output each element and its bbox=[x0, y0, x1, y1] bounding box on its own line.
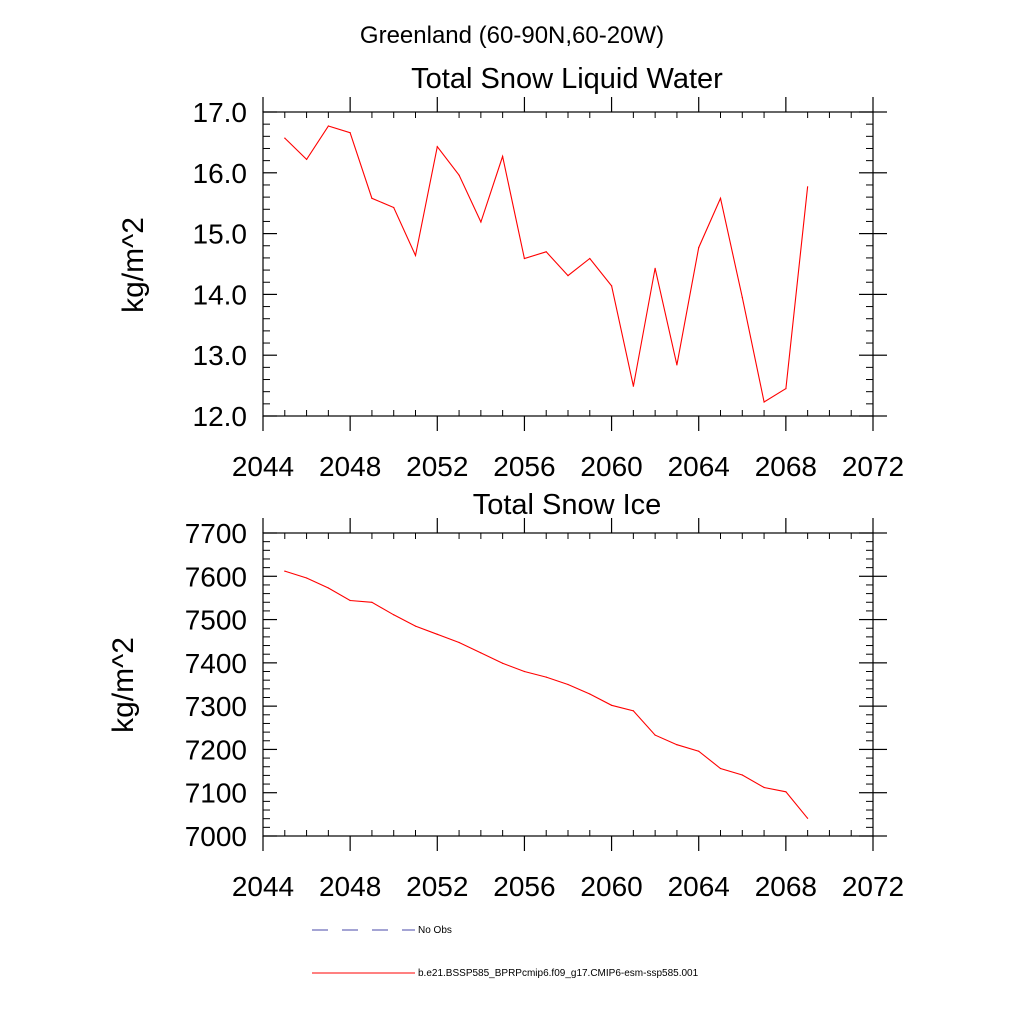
data-point bbox=[414, 254, 417, 257]
x-tick-label: 2052 bbox=[406, 451, 468, 482]
data-point bbox=[458, 174, 460, 176]
panel-snow-ice: Total Snow Ice kg/m^2 2044 2048 2052 2056 20… bbox=[107, 489, 904, 902]
y-tick-label: 17.0 bbox=[193, 97, 248, 128]
data-point bbox=[698, 247, 700, 249]
data-point bbox=[676, 364, 678, 366]
x-tick-label: 2044 bbox=[232, 871, 294, 902]
chart-title: Total Snow Ice bbox=[473, 489, 662, 521]
data-point bbox=[654, 267, 656, 269]
x-tick-label: 2044 bbox=[232, 451, 294, 482]
y-axis-label: kg/m^2 bbox=[117, 217, 150, 313]
y-tick-label: 14.0 bbox=[193, 279, 248, 310]
x-tick-label: 2052 bbox=[406, 871, 468, 902]
data-point bbox=[741, 296, 743, 298]
x-tick-label: 2048 bbox=[319, 451, 381, 482]
data-point bbox=[654, 734, 656, 736]
legend-label-model: b.e21.BSSP585_BPRPcmip6.f09_g17.CMIP6-es… bbox=[418, 968, 699, 979]
data-point bbox=[589, 693, 591, 695]
data-point bbox=[349, 132, 351, 134]
data-point bbox=[719, 767, 722, 770]
data-point bbox=[807, 817, 809, 819]
data-point bbox=[284, 570, 286, 572]
x-tick-label: 2072 bbox=[842, 451, 904, 482]
data-point bbox=[785, 791, 787, 793]
data-point bbox=[436, 633, 438, 635]
data-point bbox=[545, 251, 547, 253]
x-tick-label: 2056 bbox=[493, 451, 555, 482]
y-tick-label: 12.0 bbox=[193, 401, 248, 432]
data-point bbox=[502, 155, 504, 157]
y-tick-label: 7600 bbox=[185, 561, 247, 592]
data-point bbox=[523, 670, 526, 673]
x-tick-label: 2072 bbox=[842, 871, 904, 902]
legend: No Obs b.e21.BSSP585_BPRPcmip6.f09_g17.C… bbox=[312, 925, 699, 979]
data-point bbox=[523, 257, 526, 260]
data-point bbox=[698, 750, 700, 752]
y-axis-label: kg/m^2 bbox=[107, 637, 140, 733]
y-tick-label: 7300 bbox=[185, 691, 247, 722]
data-point bbox=[676, 744, 678, 746]
x-tick-label: 2064 bbox=[668, 451, 730, 482]
data-point bbox=[741, 774, 743, 776]
data-point bbox=[545, 676, 547, 678]
y-tick-label: 13.0 bbox=[193, 340, 248, 371]
x-tick-label: 2064 bbox=[668, 871, 730, 902]
data-point bbox=[632, 385, 635, 387]
data-point bbox=[393, 614, 395, 616]
y-tick-label: 7200 bbox=[185, 734, 247, 765]
data-point bbox=[807, 186, 809, 188]
data-point bbox=[589, 257, 591, 260]
data-point bbox=[327, 587, 329, 589]
data-point bbox=[371, 601, 373, 603]
data-point bbox=[414, 625, 417, 627]
x-tick-label: 2060 bbox=[580, 451, 642, 482]
data-point bbox=[719, 197, 722, 199]
chart-title: Total Snow Liquid Water bbox=[411, 63, 723, 95]
data-point bbox=[632, 710, 635, 712]
y-tick-label: 16.0 bbox=[193, 158, 248, 189]
y-tick-label: 15.0 bbox=[193, 219, 248, 250]
series-marks bbox=[284, 570, 809, 819]
legend-label-obs: No Obs bbox=[418, 925, 452, 936]
series-marks bbox=[284, 125, 809, 403]
data-point bbox=[327, 125, 329, 127]
data-point bbox=[306, 158, 308, 160]
data-point bbox=[393, 206, 395, 209]
x-tick-label: 2048 bbox=[319, 871, 381, 902]
y-tick-label: 7400 bbox=[185, 648, 247, 679]
y-tick-label: 7100 bbox=[185, 778, 247, 809]
data-point bbox=[480, 221, 482, 223]
x-tick-label: 2068 bbox=[755, 451, 817, 482]
data-point bbox=[567, 275, 569, 277]
data-point bbox=[349, 599, 351, 602]
data-point bbox=[502, 662, 504, 664]
data-point bbox=[480, 652, 482, 654]
y-tick-label: 7000 bbox=[185, 821, 247, 852]
x-tick-label: 2060 bbox=[580, 871, 642, 902]
data-point bbox=[458, 641, 460, 644]
y-tick-label: 7700 bbox=[185, 518, 247, 549]
data-point bbox=[785, 388, 787, 390]
x-tick-label: 2068 bbox=[755, 871, 817, 902]
data-point bbox=[371, 197, 373, 199]
data-point bbox=[436, 146, 438, 148]
y-tick-label: 7500 bbox=[185, 605, 247, 636]
figure-title: Greenland (60-90N,60-20W) bbox=[360, 22, 664, 49]
data-point bbox=[763, 786, 765, 789]
data-point bbox=[611, 285, 613, 287]
x-tick-label: 2056 bbox=[493, 871, 555, 902]
data-point bbox=[611, 704, 613, 706]
data-point bbox=[763, 401, 765, 403]
panel-snow-liquid-water: Total Snow Liquid Water kg/m^2 2044 2048 2… bbox=[117, 63, 904, 482]
data-point bbox=[306, 577, 308, 579]
axis-ticks: 2044 2048 2052 2056 2060 2064 2068 2072 12.0 13.0… bbox=[193, 97, 904, 482]
axis-ticks: 2044 2048 2052 2056 2060 2064 2068 2072 7000 7100… bbox=[185, 518, 904, 902]
data-point bbox=[284, 137, 286, 139]
data-point bbox=[567, 683, 569, 686]
